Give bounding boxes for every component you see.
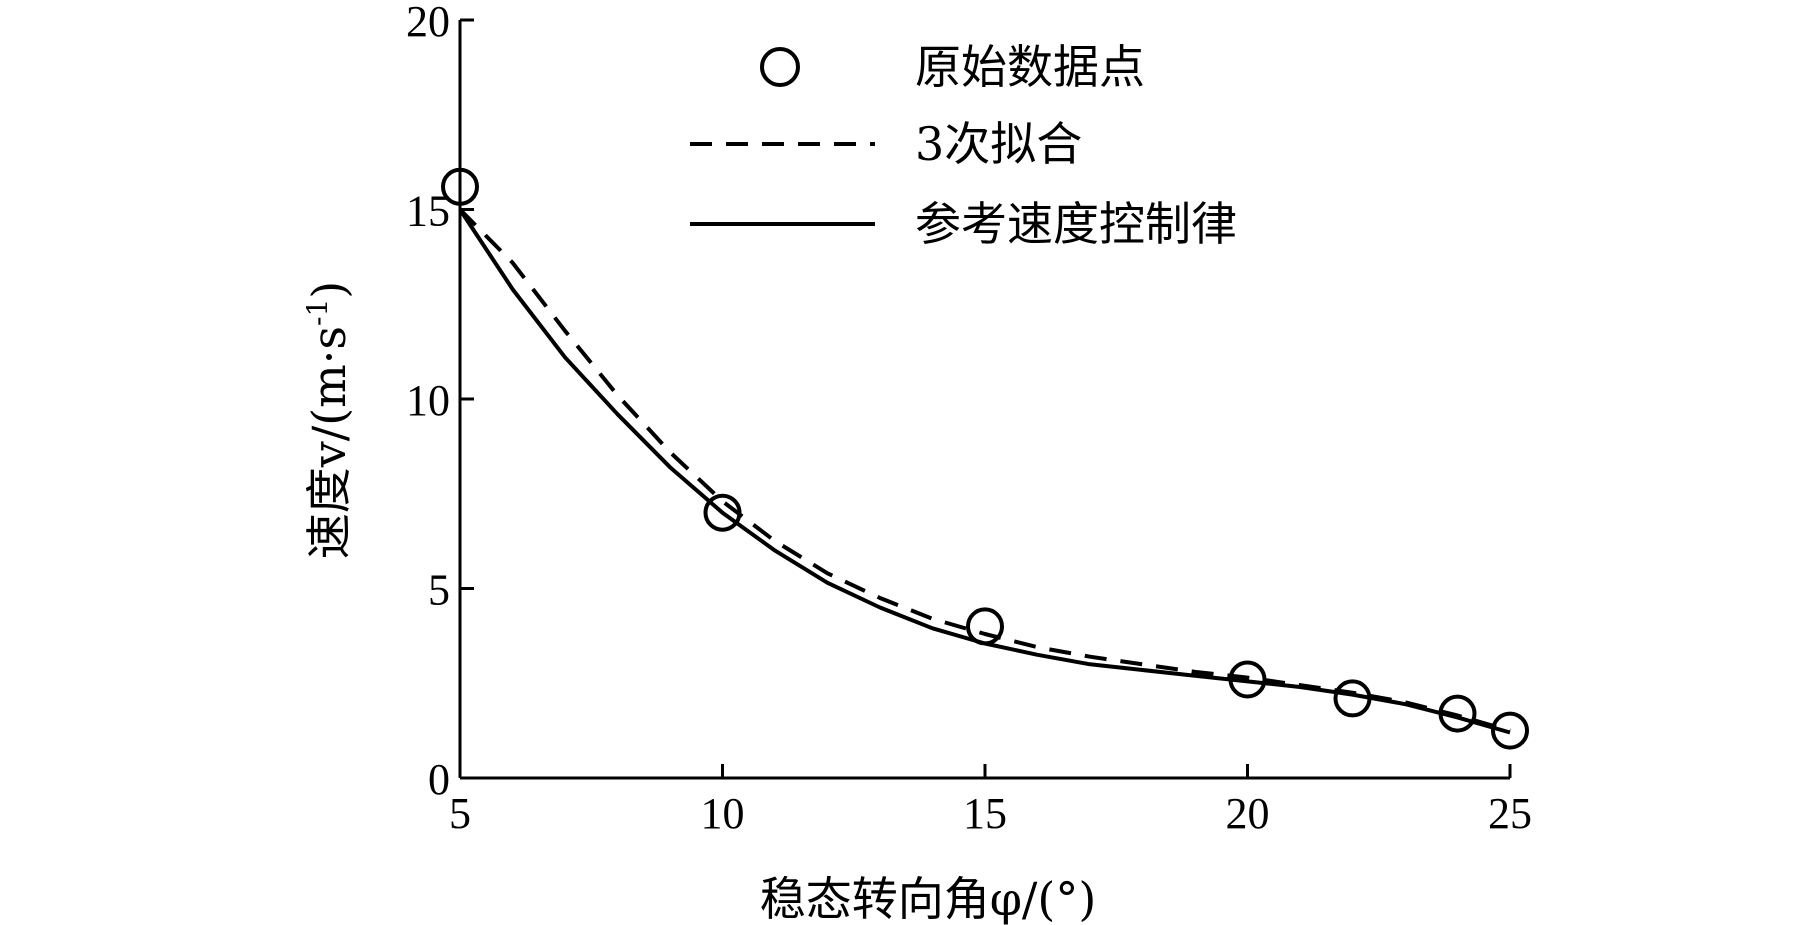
x-axis-label: 稳态转向角φ/(°)	[760, 872, 1097, 925]
y-tick-label: 5	[428, 566, 450, 615]
y-axis-label-sup: -1	[301, 299, 334, 326]
y-tick-label: 20	[406, 0, 450, 46]
cubic-fit-line	[458, 208, 1511, 733]
x-tick-label: 15	[963, 789, 1007, 838]
legend-label: 原始数据点	[915, 40, 1145, 94]
legend-marker-circle	[760, 47, 800, 87]
data-point-marker	[441, 167, 479, 206]
y-tick-label: 15	[406, 187, 450, 236]
y-tick-label: 0	[428, 755, 450, 804]
x-tick-label: 10	[701, 789, 745, 838]
x-tick-label: 5	[449, 789, 471, 838]
y-axis-label-close: )	[302, 281, 356, 299]
y-tick-label: 10	[406, 376, 450, 425]
y-axis-label: 速度v/(m·s-1)	[301, 281, 356, 560]
series-layer	[441, 167, 1529, 750]
y-axis-label-main: 速度v/(m·s	[302, 326, 356, 559]
data-point-marker	[1491, 711, 1529, 750]
x-tick-label: 25	[1488, 789, 1532, 838]
legend-label: 参考速度控制律	[915, 197, 1237, 251]
legend-label: 3次拟合	[915, 117, 1082, 171]
x-tick-label: 20	[1226, 789, 1270, 838]
reference-control-line	[458, 208, 1511, 735]
